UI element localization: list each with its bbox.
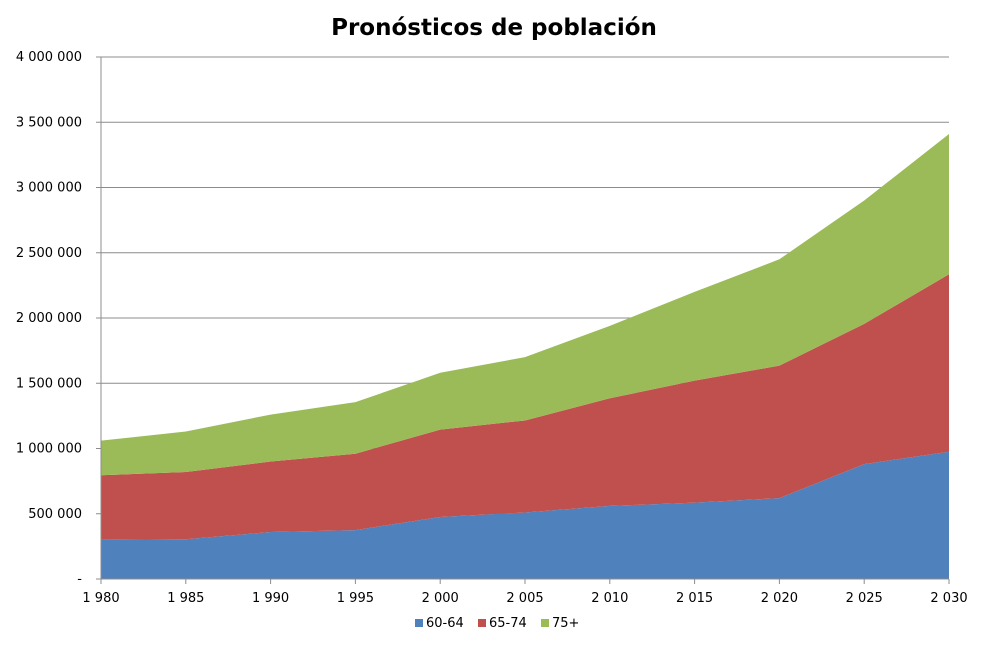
area-series-60-64 xyxy=(101,451,949,579)
y-tick-label: 2 500 000 xyxy=(16,246,82,261)
y-tick-label: 4 000 000 xyxy=(16,50,82,65)
legend-swatch-60-64 xyxy=(415,619,423,627)
y-tick-label: 500 000 xyxy=(28,507,82,522)
area-series-group xyxy=(101,133,949,579)
legend-label-65-74: 65-74 xyxy=(489,616,527,631)
x-axis-ticks: 1 980 1 985 1 990 1 995 2 000 2 005 2 010 2 015… xyxy=(82,579,968,606)
y-tick-label: 1 000 000 xyxy=(16,442,82,457)
legend-swatch-65-74 xyxy=(478,619,486,627)
x-tick-label: 2 015 xyxy=(676,591,713,606)
x-tick-label: 1 985 xyxy=(167,591,204,606)
x-tick-label: 2 005 xyxy=(506,591,543,606)
x-tick-label: 2 020 xyxy=(761,591,798,606)
x-tick-label: 1 990 xyxy=(252,591,289,606)
y-tick-label: 1 500 000 xyxy=(16,376,82,391)
x-tick-label: 2 010 xyxy=(591,591,628,606)
y-tick-label: 3 500 000 xyxy=(16,115,82,130)
x-tick-label: 1 995 xyxy=(337,591,374,606)
area-series-65-74 xyxy=(101,274,949,540)
legend-label-75+: 75+ xyxy=(552,616,579,631)
legend-swatch-75+ xyxy=(541,619,549,627)
x-tick-label: 1 980 xyxy=(82,591,119,606)
legend-label-60-64: 60-64 xyxy=(426,616,464,631)
y-tick-label: 3 000 000 xyxy=(16,181,82,196)
x-tick-label: 2 030 xyxy=(930,591,967,606)
chart-title: Pronósticos de población xyxy=(331,15,657,41)
y-tick-label: - xyxy=(77,572,82,587)
area-series-75+ xyxy=(101,133,949,476)
x-tick-label: 2 025 xyxy=(846,591,883,606)
y-axis-ticks: - 500 000 1 000 000 1 500 000 2 000 000 2 500… xyxy=(16,50,101,587)
legend: 60-64 65-74 75+ xyxy=(415,616,579,631)
y-tick-label: 2 000 000 xyxy=(16,311,82,326)
x-tick-label: 2 000 xyxy=(422,591,459,606)
